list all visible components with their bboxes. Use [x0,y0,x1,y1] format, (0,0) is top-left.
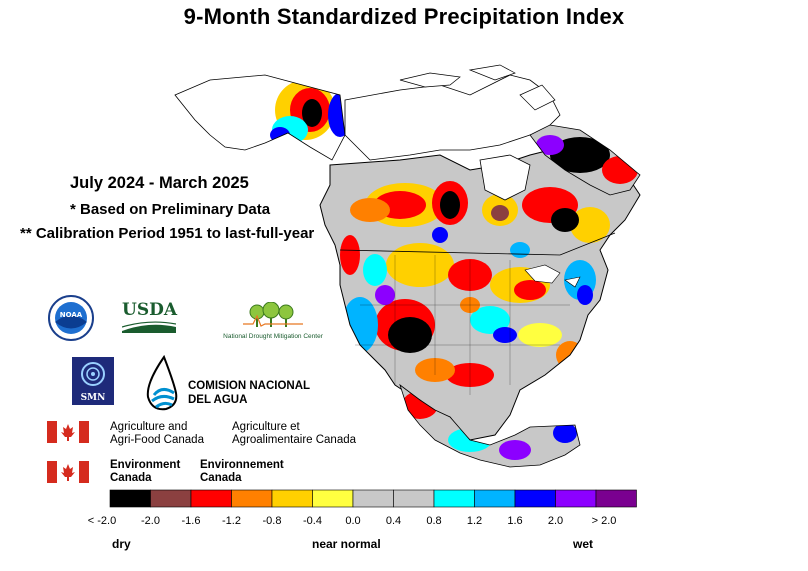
wet-label: wet [573,537,594,551]
legend-swatch [352,489,394,508]
legend-tick-label: 2.0 [547,515,564,527]
labrador-outline [529,124,641,196]
calibration-note: ** Calibration Period 1951 to last-full-… [20,225,315,242]
legend-tick-label: < -2.0 [87,515,117,527]
conagua-drop-icon [146,355,178,411]
aafc-en-line2: Agri-Food Canada [110,434,204,446]
smn-logo: SMN [72,357,114,405]
legend-swatch [190,489,232,508]
ec-fr-line2: Canada [200,472,242,484]
legend-swatch [433,489,475,508]
usda-label: USDA [122,300,178,320]
spi-map [174,64,641,468]
legend-swatch [474,489,516,508]
aafc-fr-line2: Agroalimentaire Canada [232,434,357,446]
noaa-logo: NOAA [48,295,94,341]
aafc-fr-line1: Agriculture et [232,421,300,433]
conagua-line1: COMISION NACIONAL [188,380,311,392]
legend-tick-label: -0.4 [303,515,322,527]
usda-logo: USDA [121,300,178,338]
legend-tick-label: 0.4 [385,515,402,527]
ec-fr-line1: Environnement [200,459,284,471]
legend-swatch [393,489,435,508]
legend-tick-label: 0.0 [345,515,361,527]
near-normal-label: near normal [312,537,381,551]
canada-flag-icon-2 [47,461,89,483]
legend-tick-label: -0.8 [262,515,282,527]
legend-tick-label: > 2.0 [591,515,617,527]
ndmc-label: National Drought Mitigation Center [223,333,323,340]
legend-swatch [109,489,151,508]
legend-colorbar [109,489,637,508]
legend-tick-label: -2.0 [141,515,160,527]
hudson-bay [479,154,531,201]
alaska-shading [175,75,345,160]
noaa-label: NOAA [60,311,83,319]
state-lines [355,255,570,395]
aafc-en-line1: Agriculture and [110,421,188,433]
mexico-outline [399,383,581,468]
legend-tick-label: 0.8 [426,515,442,527]
ndmc-trees-icon [243,301,303,327]
legend-swatch [271,489,313,508]
legend-swatch [231,489,273,508]
legend-swatch [312,489,354,508]
legend-swatch [595,489,637,508]
canada-flag-icon [47,421,89,443]
legend-tick-label: 1.6 [507,515,523,527]
map-title: 9-Month Standardized Precipitation Index [183,4,625,29]
dry-label: dry [112,537,131,551]
preliminary-note: * Based on Preliminary Data [70,201,271,218]
canadian-arctic [344,74,561,161]
arctic-islands [399,64,556,111]
usda-wave-icon [121,321,177,333]
legend-tick-label: -1.2 [222,515,241,527]
legend-swatch [514,489,556,508]
great-lakes [524,264,581,288]
conagua-line2: DEL AGUA [188,394,248,406]
legend-swatch [150,489,192,508]
legend-swatch [555,489,597,508]
legend-tick-label: 1.2 [466,515,483,527]
smn-label: SMN [80,393,106,403]
ec-en-line1: Environment [110,459,181,471]
legend-tick-label: -1.6 [181,515,201,527]
alaska-outline [174,74,346,161]
ndmc-logo: National Drought Mitigation Center [208,301,338,340]
ec-en-line2: Canada [110,472,152,484]
period-label: July 2024 - March 2025 [70,174,249,192]
us-canada-border [339,232,616,256]
smn-spiral-icon [81,362,105,386]
